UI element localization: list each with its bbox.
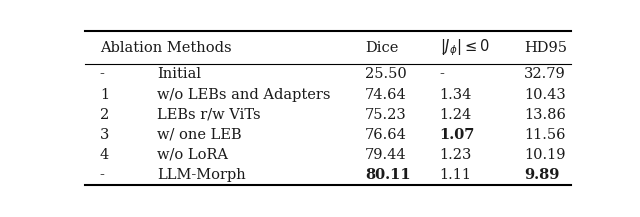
- Text: 11.56: 11.56: [524, 128, 565, 142]
- Text: 1.34: 1.34: [440, 87, 472, 102]
- Text: 1.07: 1.07: [440, 128, 475, 142]
- Text: w/ one LEB: w/ one LEB: [157, 128, 241, 142]
- Text: Ablation Methods: Ablation Methods: [100, 41, 232, 55]
- Text: 1.24: 1.24: [440, 108, 472, 122]
- Text: 75.23: 75.23: [365, 108, 407, 122]
- Text: 13.86: 13.86: [524, 108, 566, 122]
- Text: 80.11: 80.11: [365, 168, 411, 182]
- Text: w/o LEBs and Adapters: w/o LEBs and Adapters: [157, 87, 330, 102]
- Text: w/o LoRA: w/o LoRA: [157, 148, 228, 162]
- Text: -: -: [100, 168, 105, 182]
- Text: LLM-Morph: LLM-Morph: [157, 168, 246, 182]
- Text: 1.11: 1.11: [440, 168, 472, 182]
- Text: 25.50: 25.50: [365, 67, 407, 82]
- Text: 32.79: 32.79: [524, 67, 566, 82]
- Text: 1.23: 1.23: [440, 148, 472, 162]
- Text: -: -: [100, 67, 105, 82]
- Text: LEBs r/w ViTs: LEBs r/w ViTs: [157, 108, 260, 122]
- Text: Dice: Dice: [365, 41, 399, 55]
- Text: 79.44: 79.44: [365, 148, 407, 162]
- Text: Initial: Initial: [157, 67, 201, 82]
- Text: 10.19: 10.19: [524, 148, 565, 162]
- Text: 76.64: 76.64: [365, 128, 407, 142]
- Text: 10.43: 10.43: [524, 87, 566, 102]
- Text: HD95: HD95: [524, 41, 567, 55]
- Text: 4: 4: [100, 148, 109, 162]
- Text: -: -: [440, 67, 444, 82]
- Text: 9.89: 9.89: [524, 168, 559, 182]
- Text: $|J_{\phi}|\leq 0$: $|J_{\phi}|\leq 0$: [440, 38, 490, 58]
- Text: 3: 3: [100, 128, 109, 142]
- Text: 1: 1: [100, 87, 109, 102]
- Text: 74.64: 74.64: [365, 87, 407, 102]
- Text: 2: 2: [100, 108, 109, 122]
